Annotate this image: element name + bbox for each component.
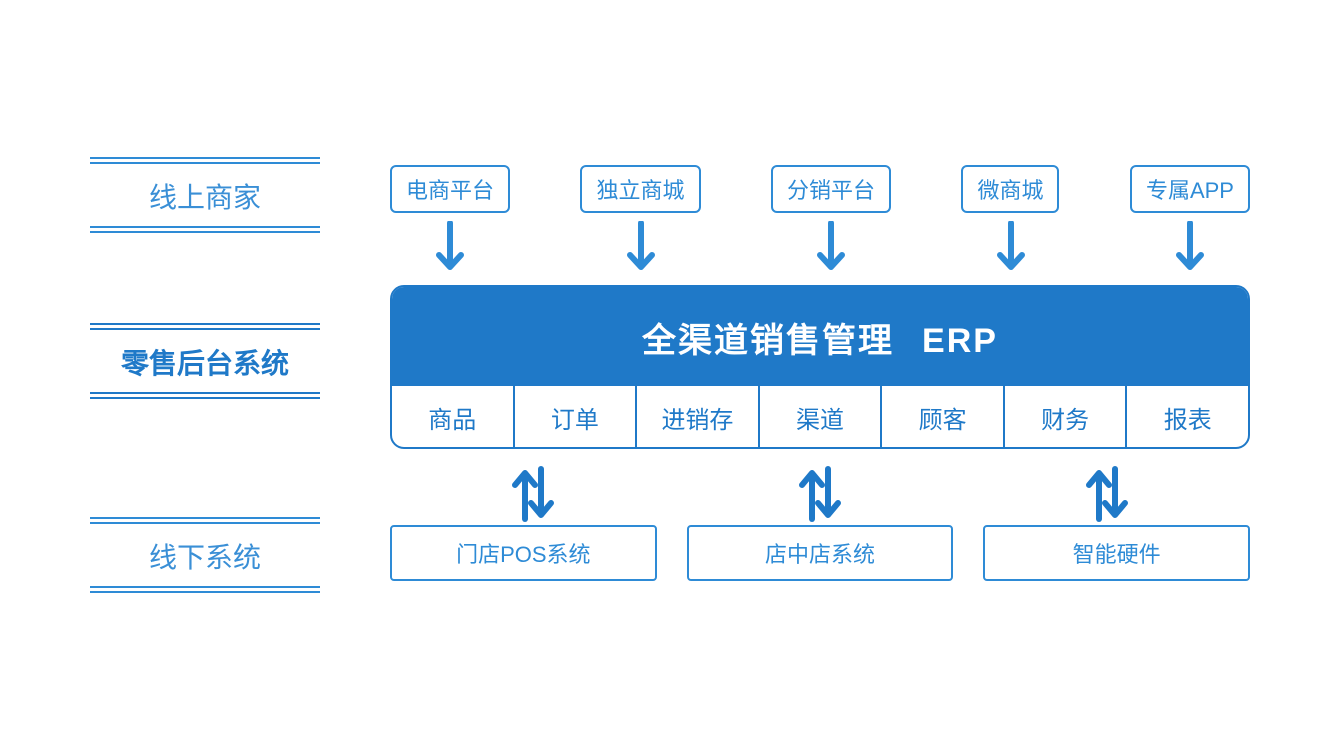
arrow-down-icon [962, 221, 1060, 279]
bidir-arrow-icon [1085, 465, 1129, 523]
divider-bottom [90, 226, 320, 233]
side-label-1: 零售后台系统 [90, 323, 320, 399]
erp-module-cell: 渠道 [760, 386, 883, 447]
erp-module-row: 商品订单进销存渠道顾客财务报表 [392, 386, 1248, 447]
offline-system-box: 门店POS系统 [390, 525, 657, 581]
bidir-arrows-row [390, 465, 1250, 523]
arrow-down-icon [771, 221, 891, 279]
online-channel-box: 专属APP [1130, 165, 1250, 213]
erp-title-left: 全渠道销售管理 [642, 322, 894, 360]
side-label-text: 零售后台系统 [90, 330, 320, 392]
online-channels-row: 电商平台 独立商城 分销平台 微商城 专属APP [390, 165, 1250, 213]
erp-module-cell: 进销存 [637, 386, 760, 447]
arrow-down-icon [390, 221, 510, 279]
divider-top [90, 157, 320, 164]
divider-bottom [90, 586, 320, 593]
bidir-arrow-icon [511, 465, 555, 523]
bidir-arrow-icon [798, 465, 842, 523]
erp-module-cell: 财务 [1005, 386, 1128, 447]
erp-module-cell: 订单 [515, 386, 638, 447]
online-channel-box: 微商城 [961, 165, 1059, 213]
side-label-text: 线下系统 [90, 524, 320, 586]
arrow-down-icon [581, 221, 701, 279]
side-label-2: 线下系统 [90, 517, 320, 593]
online-channel-box: 分销平台 [771, 165, 891, 213]
divider-top [90, 323, 320, 330]
erp-title: 全渠道销售管理 ERP [392, 287, 1248, 386]
erp-title-right: ERP [922, 322, 998, 360]
arrow-down-icon [1130, 221, 1250, 279]
erp-module-cell: 报表 [1127, 386, 1248, 447]
online-channel-box: 电商平台 [390, 165, 510, 213]
erp-module-cell: 商品 [392, 386, 515, 447]
divider-top [90, 517, 320, 524]
side-label-text: 线上商家 [90, 164, 320, 226]
down-arrows-row [390, 221, 1250, 279]
offline-systems-row: 门店POS系统店中店系统智能硬件 [390, 525, 1250, 581]
erp-block: 全渠道销售管理 ERP 商品订单进销存渠道顾客财务报表 [390, 285, 1250, 449]
offline-system-box: 智能硬件 [983, 525, 1250, 581]
offline-system-box: 店中店系统 [687, 525, 954, 581]
online-channel-box: 独立商城 [580, 165, 700, 213]
erp-module-cell: 顾客 [882, 386, 1005, 447]
side-label-0: 线上商家 [90, 157, 320, 233]
divider-bottom [90, 392, 320, 399]
